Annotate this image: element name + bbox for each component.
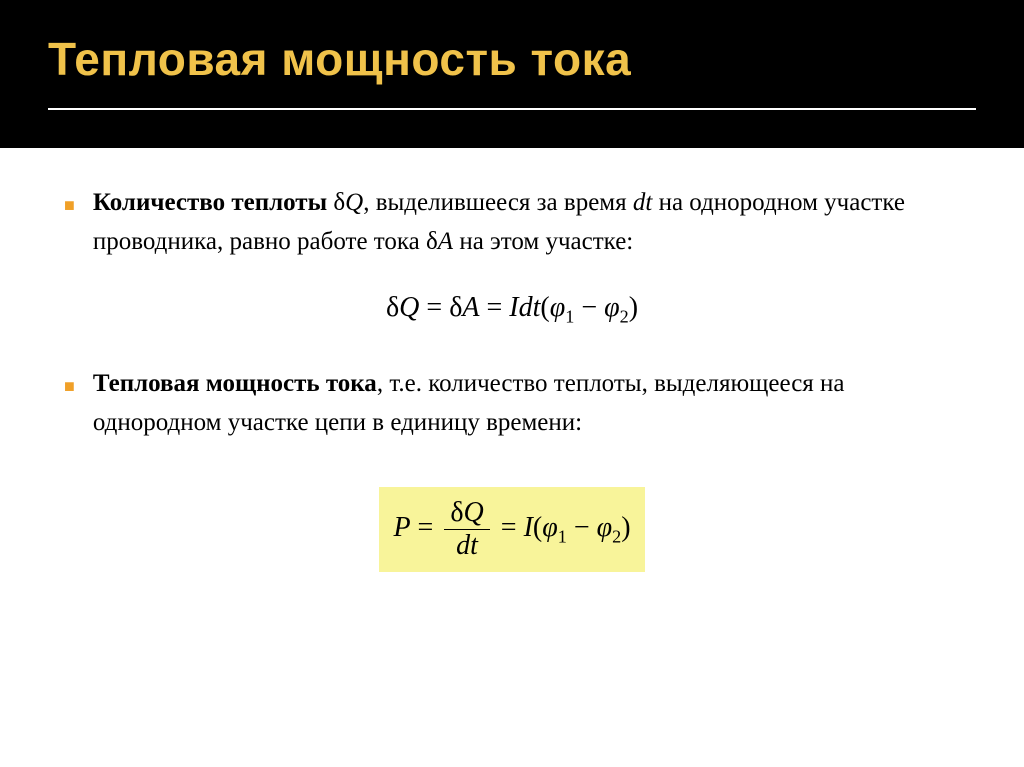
- f2-den: dt: [444, 530, 489, 562]
- f2-lp: (: [533, 512, 542, 543]
- f2-phi2: φ: [597, 512, 613, 543]
- f2-I: I: [524, 512, 533, 543]
- f2-P: P: [393, 512, 410, 543]
- bullet-icon: ■: [64, 192, 75, 262]
- f2-rp: ): [621, 512, 630, 543]
- formula-2-expr: P = δQdt = I(φ1 − φ2): [379, 487, 644, 572]
- f2-minus: −: [567, 512, 597, 543]
- f1-eq2: =: [480, 292, 510, 323]
- bullet-icon: ■: [64, 373, 75, 443]
- f1-A: A: [462, 292, 479, 323]
- f1-phi1: φ: [550, 292, 566, 323]
- f2-eq1: =: [411, 512, 441, 543]
- p1-var2: dt: [633, 189, 652, 216]
- f1-Idt: Idt: [509, 292, 540, 323]
- formula-2: P = δQdt = I(φ1 − φ2): [64, 487, 960, 572]
- p1-var3: A: [438, 228, 453, 255]
- p1-mid1: , выделившееся за время: [363, 189, 633, 216]
- title-rule: [48, 108, 976, 110]
- f1-Q: Q: [399, 292, 419, 323]
- formula-1-expr: δQ = δA = Idt(φ1 − φ2): [380, 290, 644, 330]
- paragraph-1: ■ Количество теплоты δQ, выделившееся за…: [64, 184, 960, 262]
- p2-lead: Тепловая мощность тока: [93, 370, 377, 397]
- slide-header: Тепловая мощность тока: [0, 0, 1024, 148]
- f2-frac: δQdt: [444, 497, 489, 562]
- p1-lead: Количество теплоты: [93, 189, 327, 216]
- f1-eq1: =: [419, 292, 449, 323]
- p1-tail: на этом участке:: [453, 228, 633, 255]
- p1-var1: Q: [345, 189, 363, 216]
- f1-minus: −: [574, 292, 604, 323]
- f2-s2: 2: [612, 526, 621, 546]
- p1-sym2: δ: [426, 228, 438, 255]
- f2-num: δQ: [444, 497, 489, 530]
- f1-s1: 1: [565, 306, 574, 326]
- f2-s1: 1: [558, 526, 567, 546]
- paragraph-2-text: Тепловая мощность тока, т.е. количество …: [93, 365, 960, 443]
- formula-1: δQ = δA = Idt(φ1 − φ2): [64, 290, 960, 330]
- f1-phi2: φ: [604, 292, 620, 323]
- slide-title: Тепловая мощность тока: [48, 32, 976, 86]
- f1-s2: 2: [620, 306, 629, 326]
- f2-phi1: φ: [542, 512, 558, 543]
- f1-d1: δ: [386, 292, 399, 323]
- p1-sym1: δ: [333, 189, 345, 216]
- f2-num-d: δ: [450, 497, 463, 528]
- f1-rp: ): [629, 292, 638, 323]
- paragraph-1-text: Количество теплоты δQ, выделившееся за в…: [93, 184, 960, 262]
- slide-body: ■ Количество теплоты δQ, выделившееся за…: [0, 148, 1024, 572]
- f2-eq2: =: [494, 512, 524, 543]
- f2-num-Q: Q: [464, 497, 484, 528]
- f1-d2: δ: [449, 292, 462, 323]
- paragraph-2: ■ Тепловая мощность тока, т.е. количеств…: [64, 365, 960, 443]
- f1-lp: (: [540, 292, 549, 323]
